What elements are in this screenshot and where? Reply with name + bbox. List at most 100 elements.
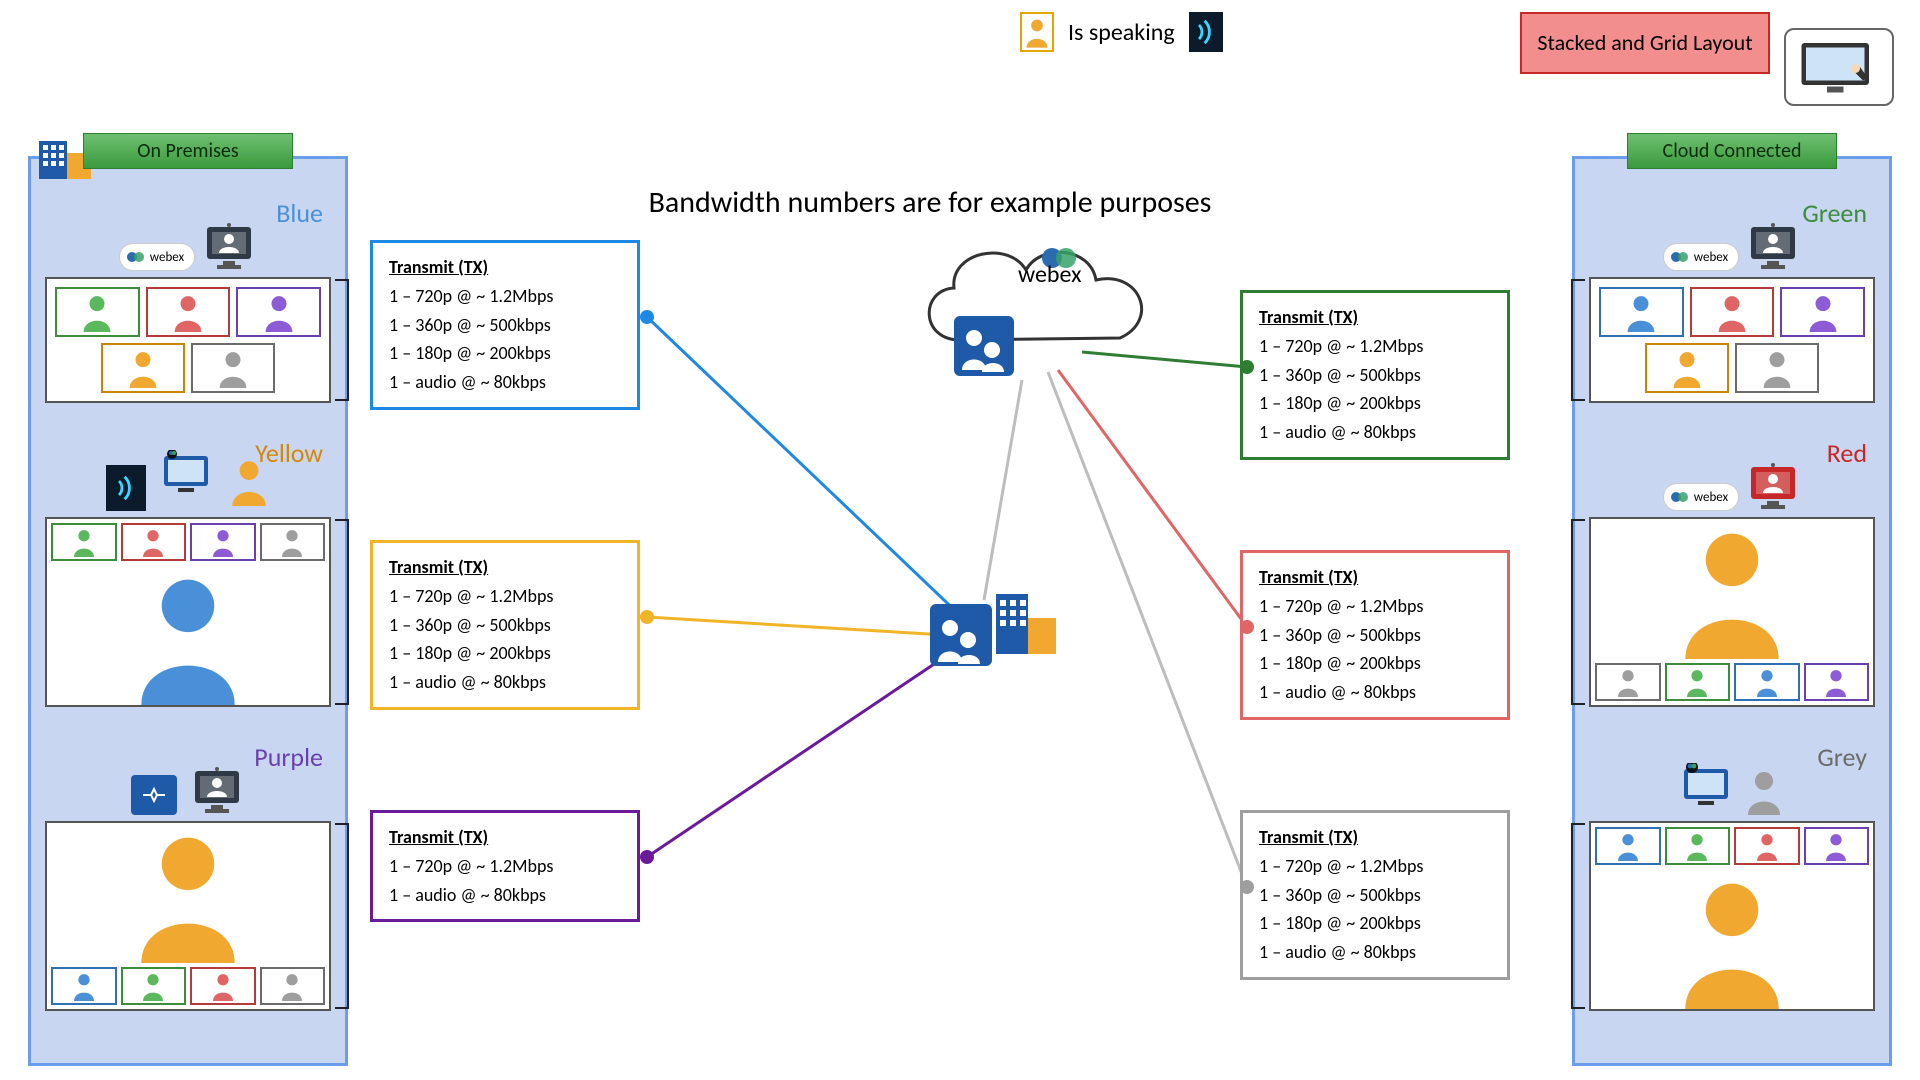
tx-dot-blue [640,310,654,324]
participant-tile-purple [236,287,321,337]
tx-line: 1 – 720p @ ~ 1.2Mbps [1259,592,1491,621]
endpoint-green: Green webex [1589,193,1875,403]
tx-line: 1 – 180p @ ~ 200kbps [1259,909,1491,938]
endpoint-red-label: Red [1827,437,1867,469]
tx-line: 1 – 720p @ ~ 1.2Mbps [1259,852,1491,881]
participant-tile-grey [260,523,326,561]
legend-label: Is speaking [1068,18,1175,47]
tx-line: 1 – 720p @ ~ 1.2Mbps [389,582,621,611]
participant-tile-blue [1734,663,1800,701]
bracket-icon [335,279,349,401]
tx-line: 1 – 180p @ ~ 200kbps [389,639,621,668]
cloud-connected-column: Cloud Connected Green webex Red webex Gr… [1572,156,1892,1066]
layout-mode-box: Stacked and Grid Layout [1520,12,1770,74]
endpoint-blue-label: Blue [276,197,323,229]
participant-tile-green [1665,827,1731,865]
cloud-server-icon [948,310,1020,387]
center-title: Bandwidth numbers are for example purpos… [560,184,1300,221]
endpoint-green-label: Green [1802,197,1867,229]
endpoint-blue-screen [45,277,331,403]
tx-header: Transmit (TX) [1259,303,1491,332]
tx-box-blue: Transmit (TX)1 – 720p @ ~ 1.2Mbps1 – 360… [370,240,640,410]
endpoint-yellow-screen [45,517,331,707]
tx-line: 1 – audio @ ~ 80kbps [1259,678,1491,707]
bracket-icon [1571,519,1585,705]
endpoint-purple-screen [45,821,331,1011]
tx-line: 1 – audio @ ~ 80kbps [389,881,621,910]
onprem-server-icon [930,590,1060,685]
endpoint-grey-label: Grey [1817,741,1867,773]
bracket-icon [335,823,349,1009]
tx-line: 1 – 720p @ ~ 1.2Mbps [389,282,621,311]
endpoint-red-screen [1589,517,1875,707]
tx-dot-grey [1240,880,1254,894]
participant-tile-red [190,967,256,1005]
cloud-connected-header: Cloud Connected [1627,133,1837,169]
endpoint-purple-label: Purple [254,741,323,773]
tx-line: 1 – 360p @ ~ 500kbps [1259,361,1491,390]
participant-tile-purple [190,523,256,561]
tx-line: 1 – audio @ ~ 80kbps [389,668,621,697]
layout-mode-label: Stacked and Grid Layout [1537,30,1752,55]
tx-line: 1 – 360p @ ~ 500kbps [1259,621,1491,650]
participant-tile-purple [1804,827,1870,865]
tx-line: 1 – 360p @ ~ 500kbps [389,611,621,640]
webex-cloud-label: webex [1018,260,1081,289]
participant-tile-purple [1804,663,1870,701]
tx-dot-red [1240,620,1254,634]
participant-tile-grey [191,343,275,393]
bracket-icon [1571,279,1585,401]
participant-tile-red [146,287,231,337]
tx-box-grey: Transmit (TX)1 – 720p @ ~ 1.2Mbps1 – 360… [1240,810,1510,980]
bracket-icon [1571,823,1585,1009]
tx-line: 1 – audio @ ~ 80kbps [389,368,621,397]
tx-line: 1 – 180p @ ~ 200kbps [1259,389,1491,418]
participant-tile-green [121,967,187,1005]
tx-header: Transmit (TX) [389,253,621,282]
tx-line: 1 – 720p @ ~ 1.2Mbps [1259,332,1491,361]
tx-header: Transmit (TX) [389,553,621,582]
participant-tile-red [1734,827,1800,865]
bracket-icon [335,519,349,705]
tx-line: 1 – audio @ ~ 80kbps [1259,418,1491,447]
tx-dot-yellow [640,610,654,624]
tx-line: 1 – audio @ ~ 80kbps [1259,938,1491,967]
legend: Is speaking [1020,12,1223,52]
participant-tile-green [51,523,117,561]
participant-tile-blue [1595,827,1661,865]
endpoint-yellow: Yellow [45,433,331,707]
tx-dot-green [1240,360,1254,374]
on-premises-column: On Premises Blue webex Yellow Purple [28,156,348,1066]
endpoint-green-screen [1589,277,1875,403]
participant-tile-blue [1599,287,1684,337]
tx-line: 1 – 720p @ ~ 1.2Mbps [389,852,621,881]
tx-line: 1 – 180p @ ~ 200kbps [389,339,621,368]
endpoint-purple: Purple [45,737,331,1011]
tx-line: 1 – 360p @ ~ 500kbps [389,311,621,340]
tx-line: 1 – 180p @ ~ 200kbps [1259,649,1491,678]
endpoint-red: Red webex [1589,433,1875,707]
speaking-person-icon [1020,12,1054,52]
touch-panel-icon [1784,28,1894,106]
endpoint-grey-screen [1589,821,1875,1011]
tx-box-purple: Transmit (TX)1 – 720p @ ~ 1.2Mbps1 – aud… [370,810,640,922]
tx-box-green: Transmit (TX)1 – 720p @ ~ 1.2Mbps1 – 360… [1240,290,1510,460]
participant-tile-red [1690,287,1775,337]
participant-tile-yellow [101,343,185,393]
tx-header: Transmit (TX) [389,823,621,852]
tx-box-red: Transmit (TX)1 – 720p @ ~ 1.2Mbps1 – 360… [1240,550,1510,720]
tx-line: 1 – 360p @ ~ 500kbps [1259,881,1491,910]
participant-tile-grey [1735,343,1819,393]
tx-header: Transmit (TX) [1259,823,1491,852]
tx-dot-purple [640,850,654,864]
on-premises-header: On Premises [83,133,293,169]
tx-box-yellow: Transmit (TX)1 – 720p @ ~ 1.2Mbps1 – 360… [370,540,640,710]
participant-tile-grey [260,967,326,1005]
participant-tile-green [55,287,140,337]
participant-tile-blue [51,967,117,1005]
tx-header: Transmit (TX) [1259,563,1491,592]
participant-tile-red [121,523,187,561]
participant-tile-grey [1595,663,1661,701]
participant-tile-yellow [1645,343,1729,393]
endpoint-blue: Blue webex [45,193,331,403]
